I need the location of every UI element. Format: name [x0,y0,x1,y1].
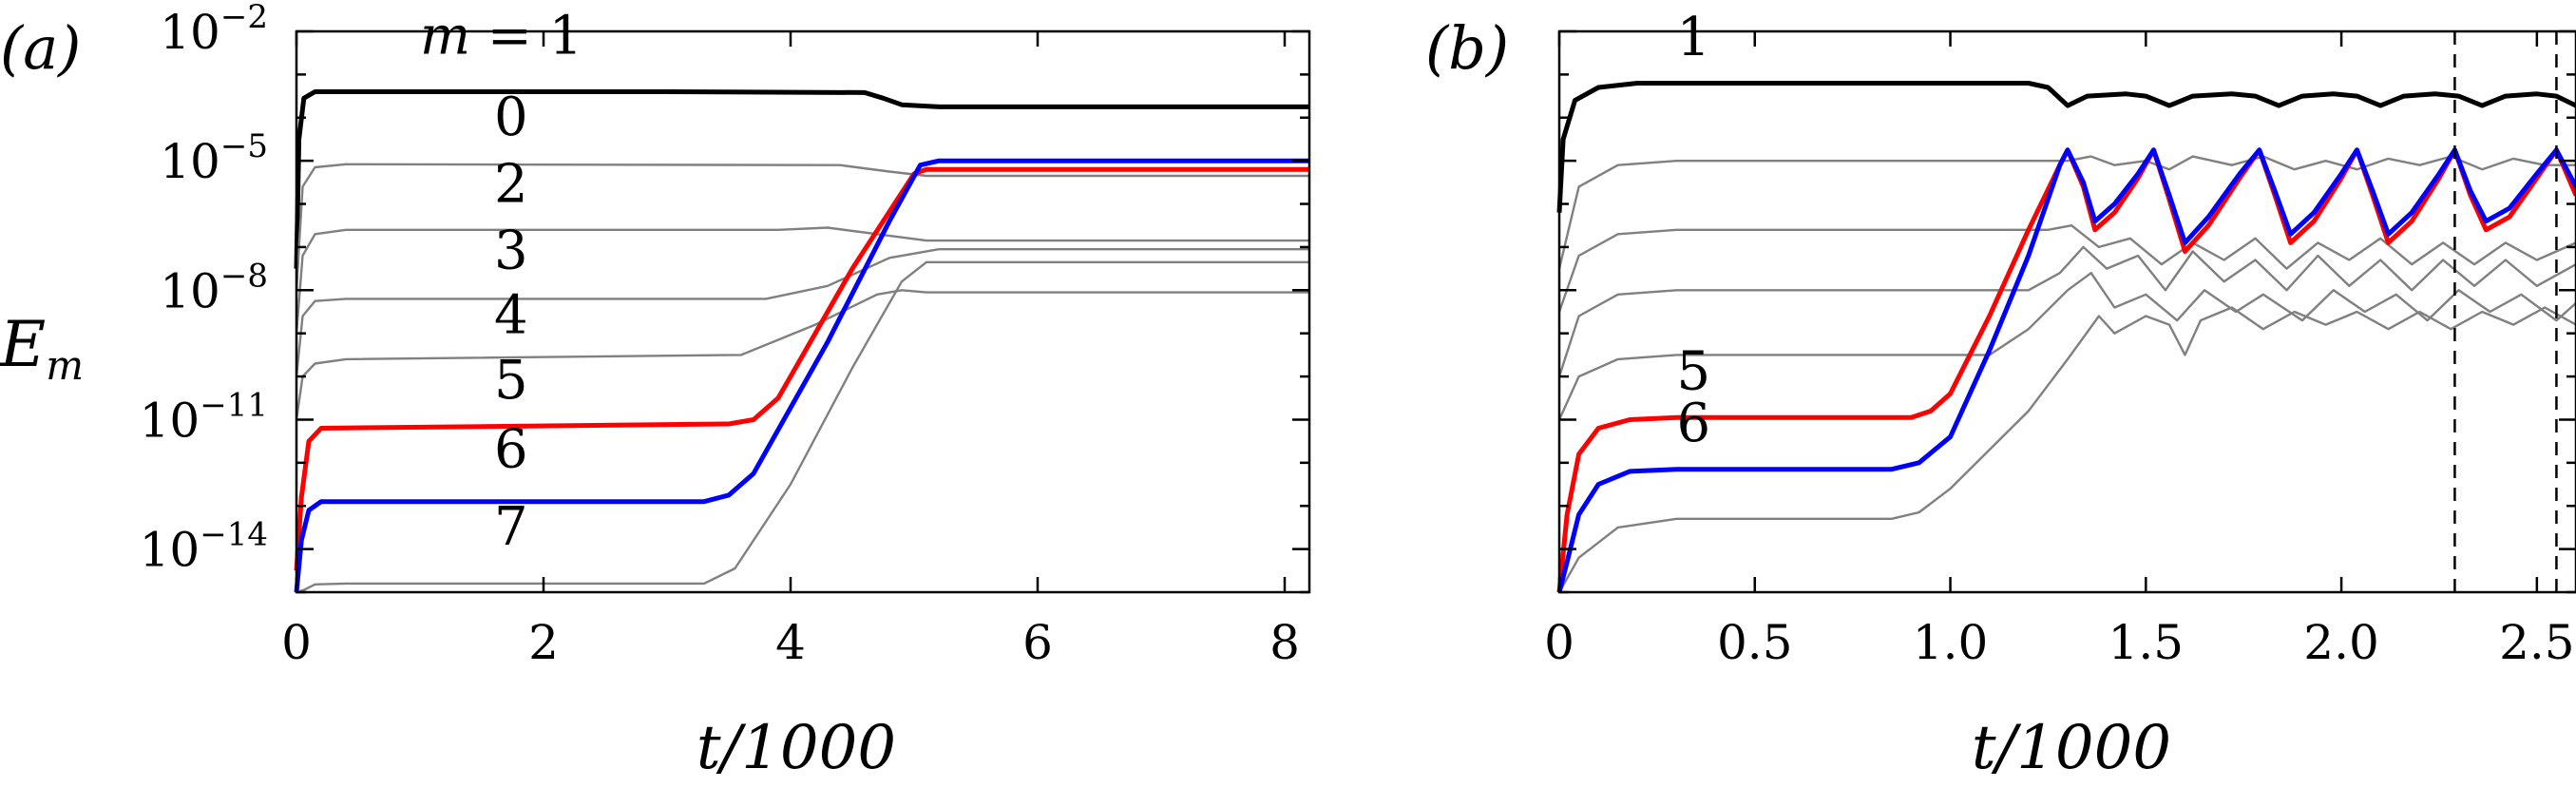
panel-b-frame [1557,29,2576,594]
panel-a-series-4 [295,289,1309,420]
panel-b-series-3 [1557,245,2576,377]
panel-a-curve-label-3: 3 [494,221,528,282]
panel-a-series-1 [295,163,1309,291]
panel-b-series-5 [1557,306,2576,593]
panel-a-xlabel: t/1000 [696,713,896,783]
panel-a-ytick-label-0: 10−14 [140,516,268,578]
panel-b-series-4 [1557,272,2576,420]
panel-a-ytick-label-3: 10−5 [160,127,268,189]
panel-a-curve-label-7: 7 [494,496,528,558]
panel-a-series-6 [294,158,1309,593]
panel-a-series-0 [294,89,1309,269]
panel-b-curve-label-2: 6 [1676,393,1710,454]
panel-a-series-3 [295,248,1309,377]
panel-b-series-7 [1556,147,2576,593]
panel-a-xtick-label-3: 6 [1022,615,1053,670]
panel-a-frame [295,29,1311,594]
panel-a-curve-label-4: 4 [494,285,528,347]
panel-b-series-6 [1556,147,2576,593]
panel-a-curve-label-0: m = 1 [420,6,582,67]
panel-a-xtick-label-0: 0 [281,615,312,670]
panel-b-xtick-label-5: 2.5 [2499,615,2575,670]
panel-b-xtick-label-0: 0 [1544,615,1574,670]
panel-b-xtick-label-2: 1.0 [1913,615,1989,670]
panel-a-ytick-label-2: 10−8 [160,257,268,318]
panel-a-xtick-label-2: 4 [775,615,806,670]
panel-b-series-2 [1557,224,2576,313]
panel-b-curve-label-1: 5 [1676,341,1710,403]
panel-b: (b) 0 0.5 1.0 1.5 2.0 2.5 1 56 t/1000 [1425,7,2576,783]
panel-a-ytick-label-4: 10−2 [160,0,268,60]
panel-b-xtick-label-4: 2.0 [2303,615,2379,670]
panel-b-label: (b) [1425,13,1509,83]
panel-a-xtick-label-1: 2 [528,615,559,670]
panel-b-xtick-label-3: 1.5 [2109,615,2185,670]
panel-a-ylabel: Em [0,308,84,389]
panel-a-label: (a) [0,13,81,83]
panel-a-curve-label-2: 2 [494,153,528,215]
panel-b-series-0 [1556,81,2576,213]
panel-a-curve-label-1: 0 [494,86,528,148]
panel-a-curve-label-6: 6 [494,418,528,480]
panel-a-xtick-label-4: 8 [1269,615,1300,670]
panel-a-series-7 [296,260,1309,594]
panel-b-xlabel: t/1000 [1972,713,2171,783]
panel-b-plot: 0 0.5 1.0 1.5 2.0 2.5 1 56 [1544,7,2576,670]
panel-a-ytick-label-1: 10−11 [140,386,268,448]
panel-a-curve-label-5: 5 [494,350,528,412]
panel-b-curve-label-0: 1 [1676,7,1710,68]
panel-b-xtick-label-1: 0.5 [1717,615,1793,670]
panel-b-series-1 [1557,155,2576,269]
panel-a-series-2 [295,226,1309,334]
